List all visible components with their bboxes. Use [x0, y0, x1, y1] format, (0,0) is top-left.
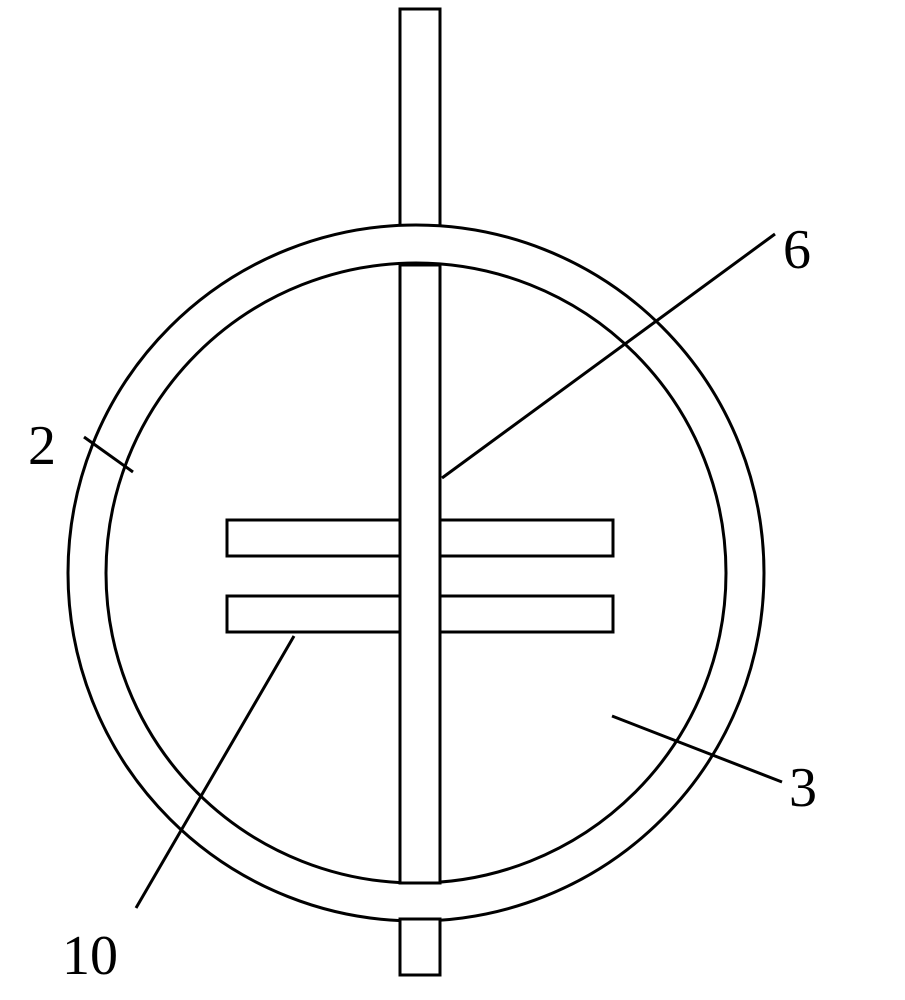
shaft-middle	[400, 265, 440, 883]
crossbar-upper-left	[227, 520, 400, 556]
crossbar-upper-right	[440, 520, 613, 556]
callout-label-3: 3	[789, 756, 817, 820]
callout-label-10: 10	[62, 924, 118, 988]
shaft-top	[400, 9, 440, 227]
crossbar-lower-right	[440, 596, 613, 632]
shaft-bottom	[400, 919, 440, 975]
diagram-stage: 6 2 3 10	[0, 0, 905, 1000]
crossbar-lower-left	[227, 596, 400, 632]
diagram-svg	[0, 0, 905, 1000]
callout-label-6: 6	[783, 218, 811, 282]
callout-label-2: 2	[28, 414, 56, 478]
